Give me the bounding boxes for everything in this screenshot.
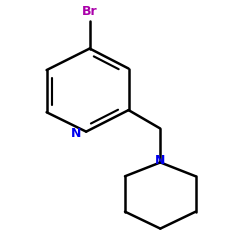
Text: N: N <box>71 127 82 140</box>
Text: N: N <box>155 154 166 168</box>
Text: Br: Br <box>82 5 98 18</box>
